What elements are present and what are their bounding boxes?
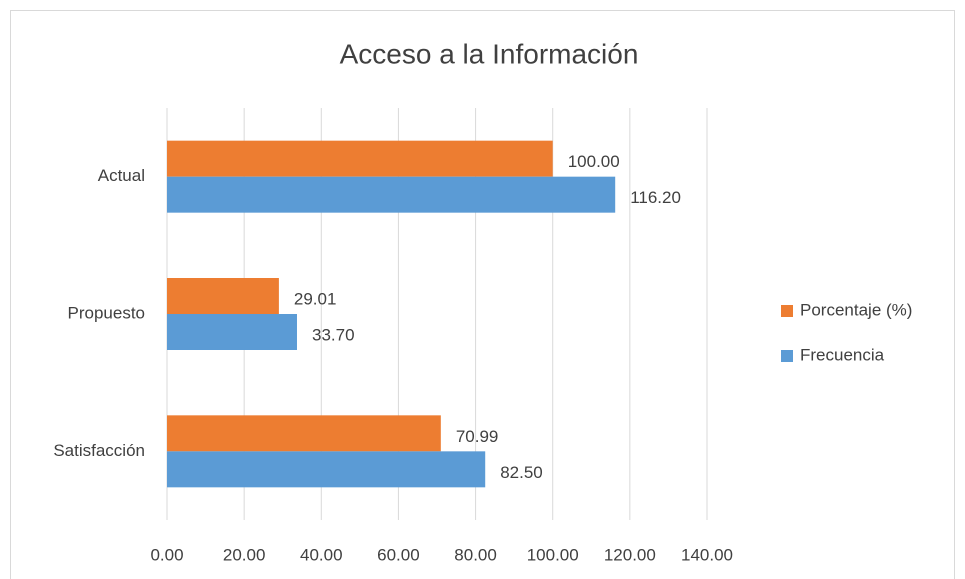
x-tick-label: 140.00: [681, 545, 733, 564]
data-label: 82.50: [500, 463, 543, 482]
x-tick-label: 100.00: [527, 545, 579, 564]
chart-frame: [10, 10, 955, 579]
x-tick-label: 80.00: [454, 545, 497, 564]
bar: [167, 140, 553, 177]
bar: [167, 451, 486, 488]
data-label: 100.00: [568, 152, 620, 171]
bar: [167, 415, 441, 452]
legend-swatch: [781, 305, 793, 317]
x-tick-label: 60.00: [377, 545, 420, 564]
bar: [167, 278, 279, 314]
data-label: 33.70: [312, 325, 355, 344]
data-label: 29.01: [294, 289, 337, 308]
legend-swatch: [781, 350, 793, 362]
x-tick-label: 20.00: [223, 545, 266, 564]
x-tick-label: 120.00: [604, 545, 656, 564]
x-tick-label: 40.00: [300, 545, 343, 564]
legend-label: Porcentaje (%): [800, 300, 912, 319]
y-tick-label: Actual: [98, 166, 145, 185]
legend-label: Frecuencia: [800, 345, 885, 364]
bar: [167, 314, 297, 350]
bar: [167, 176, 616, 213]
chart-title: Acceso a la Información: [340, 38, 639, 69]
y-tick-label: Satisfacción: [53, 441, 145, 460]
data-label: 70.99: [456, 427, 499, 446]
x-tick-label: 0.00: [150, 545, 183, 564]
y-tick-label: Propuesto: [68, 303, 146, 322]
data-label: 116.20: [630, 188, 681, 207]
